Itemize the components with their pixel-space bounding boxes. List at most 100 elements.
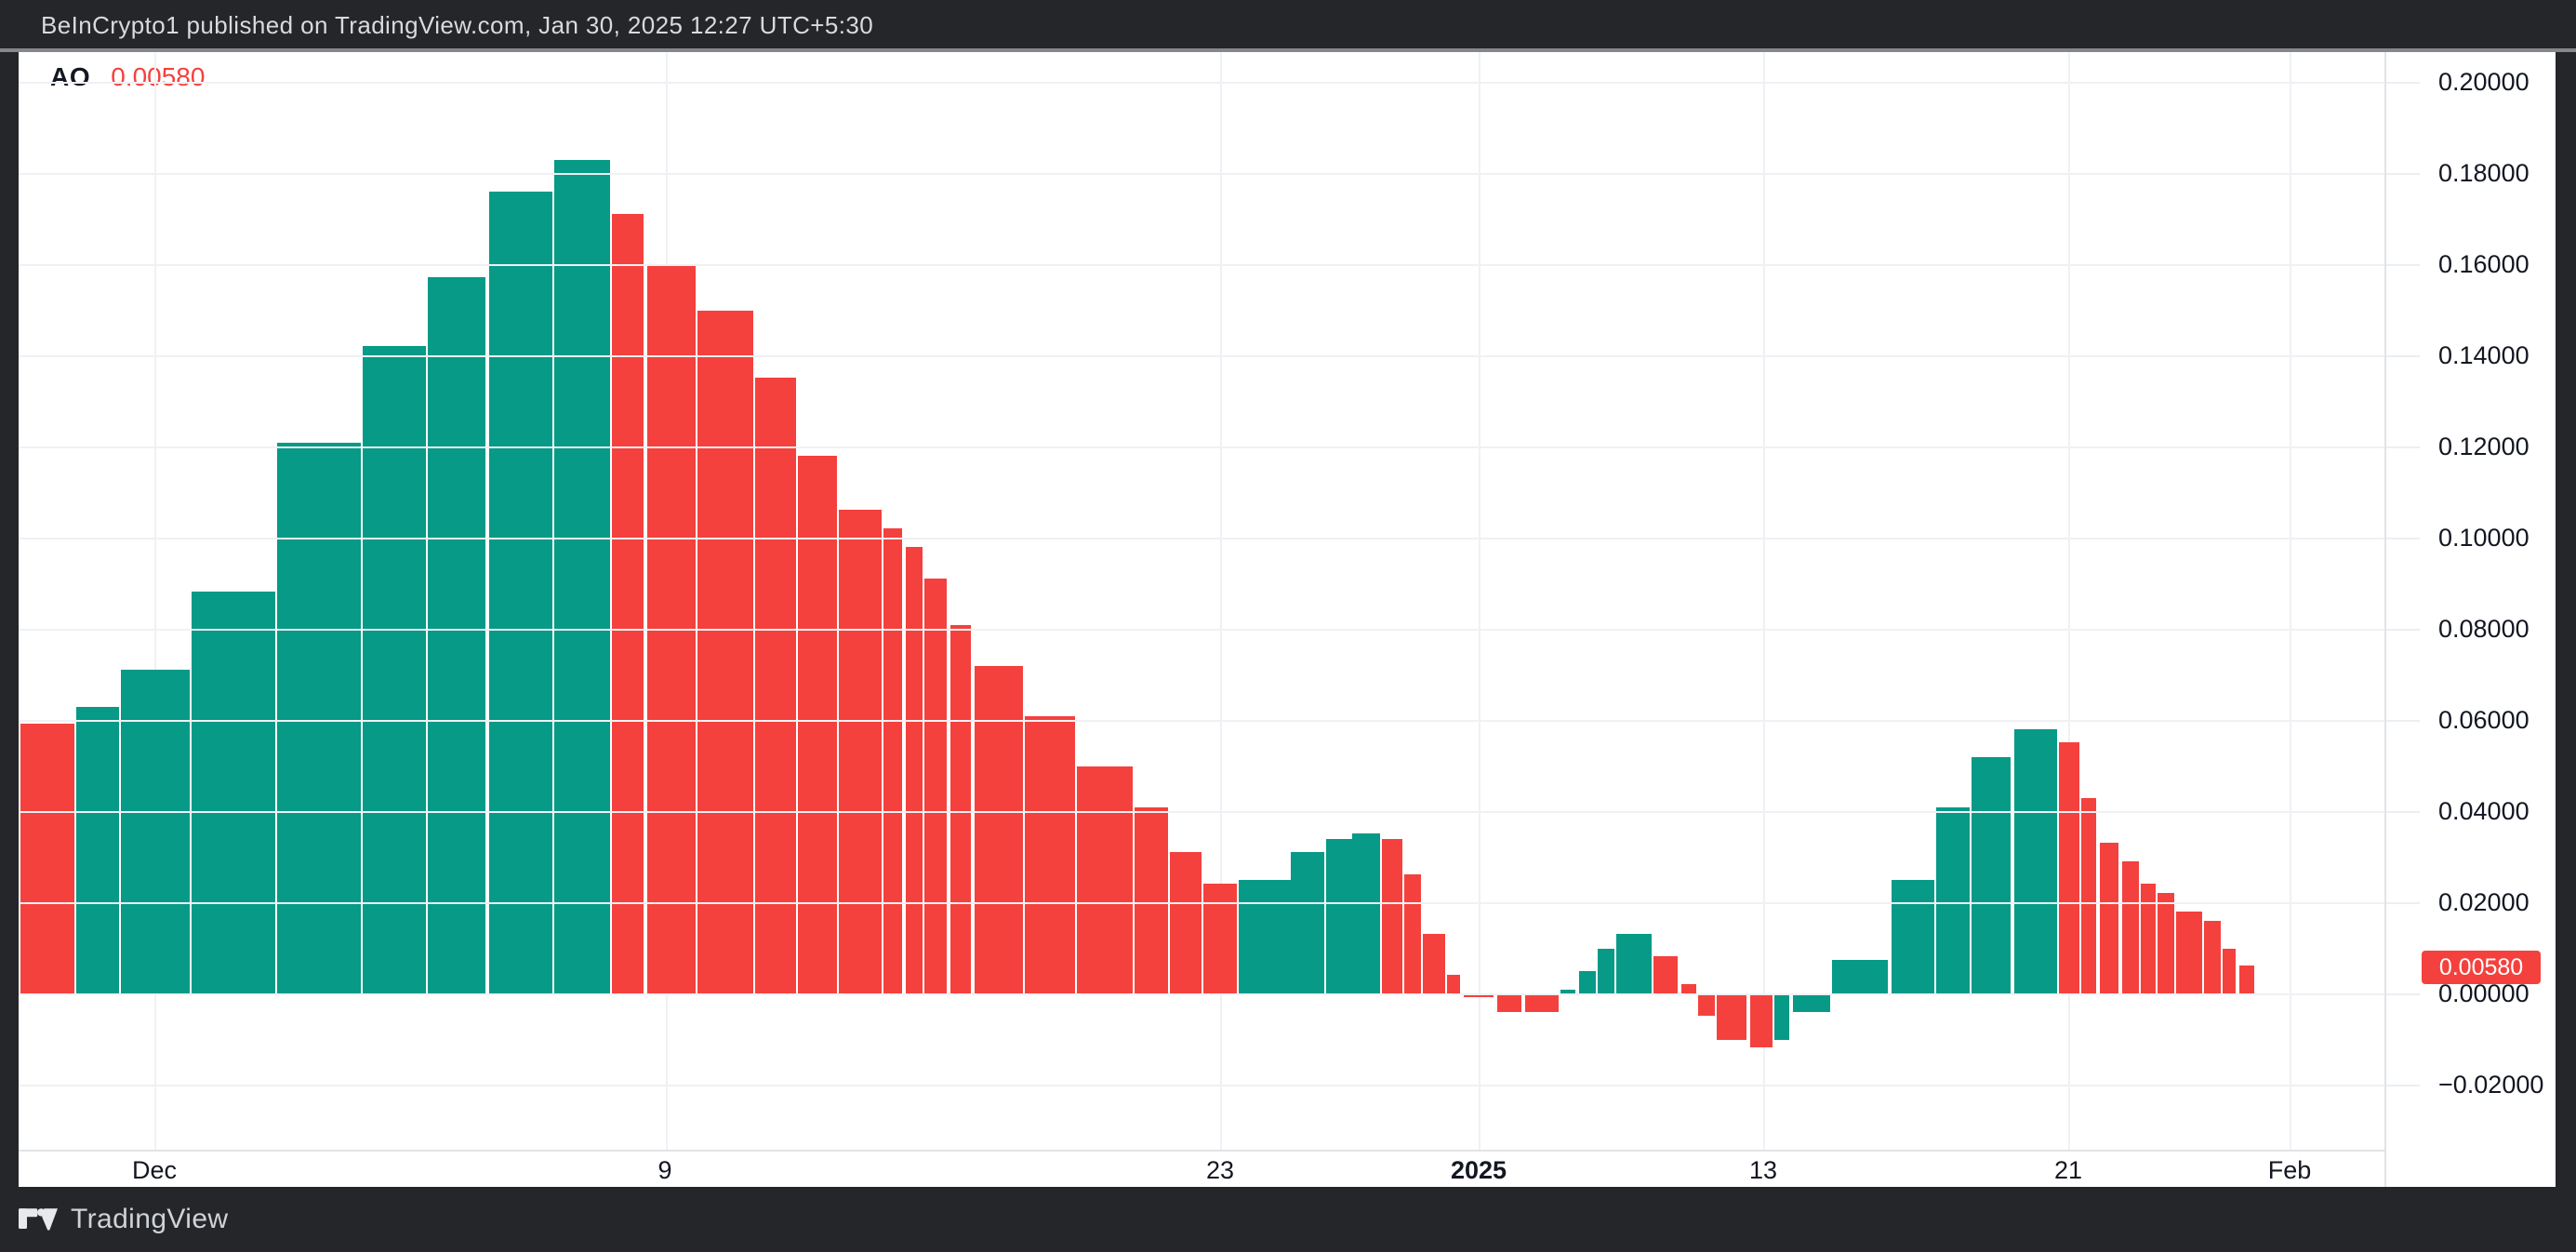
histogram-bar bbox=[1774, 993, 1789, 1039]
time-axis-label: 2025 bbox=[1450, 1155, 1507, 1183]
histogram-bar bbox=[949, 624, 971, 993]
histogram-bar bbox=[1024, 715, 1075, 993]
price-axis-label: 0.02000 bbox=[2438, 888, 2530, 916]
price-axis-label: 0.08000 bbox=[2438, 615, 2530, 643]
indicator-legend: AO 0.00580 bbox=[50, 61, 205, 91]
indicator-name: AO bbox=[50, 61, 91, 91]
chart-region: AO 0.00580 Dec 9 23 2025 13 21 Feb 0.00580 0.2… bbox=[0, 52, 2576, 1187]
histogram-bar bbox=[1653, 956, 1678, 993]
price-gridline bbox=[19, 811, 2384, 813]
price-axis-label: 0.14000 bbox=[2438, 341, 2530, 369]
price-gridline bbox=[19, 720, 2384, 722]
histogram-bar bbox=[1381, 838, 1401, 993]
histogram-bar bbox=[1616, 934, 1652, 993]
histogram-bar bbox=[1423, 934, 1445, 993]
histogram-bar bbox=[1170, 852, 1201, 993]
indicator-value: 0.00580 bbox=[111, 61, 206, 91]
histogram-bar bbox=[883, 528, 902, 993]
histogram-bar bbox=[2121, 860, 2139, 993]
price-gridline bbox=[19, 538, 2384, 539]
price-axis-tick bbox=[2386, 173, 2420, 175]
histogram-bar bbox=[2158, 893, 2173, 993]
histogram-bar bbox=[363, 346, 426, 993]
histogram-bar bbox=[2081, 797, 2096, 993]
histogram-bar bbox=[1403, 874, 1420, 993]
price-axis-tick bbox=[2386, 1085, 2420, 1086]
histogram-bar bbox=[1135, 806, 1168, 993]
plot-area[interactable]: AO 0.00580 Dec 9 23 2025 13 21 Feb bbox=[19, 52, 2384, 1187]
histogram-bar bbox=[1680, 984, 1695, 993]
price-axis-label: 0.04000 bbox=[2438, 797, 2530, 825]
footer-brand-text[interactable]: TradingView bbox=[71, 1204, 229, 1235]
price-axis-tick bbox=[2386, 355, 2420, 357]
histogram-bar bbox=[1352, 833, 1379, 993]
histogram-bar bbox=[1698, 993, 1714, 1017]
time-gridline bbox=[1479, 52, 1481, 1150]
price-axis-tick bbox=[2386, 538, 2420, 539]
time-axis-label: 21 bbox=[2053, 1155, 2083, 1183]
price-axis-label: 0.20000 bbox=[2438, 68, 2530, 96]
histogram-bar bbox=[2203, 920, 2221, 993]
price-axis-label: −0.02000 bbox=[2438, 1071, 2544, 1099]
price-axis-label: 0.12000 bbox=[2438, 433, 2530, 460]
histogram-bar bbox=[488, 191, 551, 993]
histogram-bar bbox=[1239, 879, 1290, 993]
histogram-bar bbox=[1291, 852, 1323, 993]
price-gridline bbox=[19, 446, 2384, 448]
time-axis-label: Feb bbox=[2267, 1155, 2312, 1183]
last-value-badge: 0.00580 bbox=[2422, 950, 2541, 984]
histogram-bar bbox=[1717, 993, 1746, 1039]
histogram-bar bbox=[1496, 993, 1521, 1012]
time-axis-label: 9 bbox=[657, 1155, 672, 1183]
price-gridline bbox=[19, 82, 2384, 84]
histogram-bar bbox=[2175, 911, 2201, 993]
price-axis-tick bbox=[2386, 82, 2420, 84]
histogram-bar bbox=[276, 442, 361, 993]
histogram-bar bbox=[924, 579, 947, 993]
histogram-bar bbox=[612, 214, 644, 993]
histogram-bar bbox=[2058, 742, 2078, 993]
price-gridline bbox=[19, 264, 2384, 266]
histogram-bar bbox=[1560, 989, 1575, 993]
price-axis-tick bbox=[2386, 264, 2420, 266]
histogram-bar bbox=[554, 159, 610, 993]
histogram-bar bbox=[1463, 993, 1494, 998]
price-axis[interactable]: 0.00580 0.20000 0.18000 0.16000 0.14000 0.12… bbox=[2384, 52, 2556, 1187]
histogram-bar bbox=[1524, 993, 1559, 1012]
histogram-bar bbox=[428, 277, 485, 993]
histogram-bar bbox=[2013, 728, 2056, 993]
price-axis-label: 0.16000 bbox=[2438, 250, 2530, 278]
price-axis-tick bbox=[2386, 446, 2420, 448]
histogram-bar bbox=[1077, 766, 1133, 993]
histogram-bar bbox=[1935, 806, 1969, 993]
histogram-bar bbox=[20, 724, 73, 993]
price-gridline bbox=[19, 902, 2384, 904]
left-border-strip bbox=[0, 52, 19, 1187]
histogram-bar bbox=[1202, 884, 1237, 993]
histogram-bar bbox=[1578, 970, 1595, 993]
time-gridline bbox=[2290, 52, 2291, 1150]
price-gridline bbox=[19, 355, 2384, 357]
histogram-bar bbox=[75, 706, 119, 993]
price-axis-tick bbox=[2386, 629, 2420, 631]
histogram-bar bbox=[1891, 879, 1934, 993]
histogram-bar bbox=[974, 665, 1022, 993]
header-bar: BeInCrypto1 published on TradingView.com… bbox=[0, 0, 2576, 52]
published-info-text: BeInCrypto1 published on TradingView.com… bbox=[41, 10, 874, 38]
time-gridline bbox=[2068, 52, 2070, 1150]
price-gridline bbox=[19, 173, 2384, 175]
histogram-bar bbox=[1325, 838, 1351, 993]
tradingview-logo-icon[interactable] bbox=[19, 1205, 58, 1234]
histogram-bar bbox=[2238, 966, 2253, 993]
time-axis-label: 13 bbox=[1748, 1155, 1778, 1183]
histogram-bar bbox=[1792, 993, 1829, 1012]
price-axis-label: 0.10000 bbox=[2438, 524, 2530, 552]
price-axis-label: 0.00000 bbox=[2438, 979, 2530, 1007]
price-gridline bbox=[19, 629, 2384, 631]
histogram-bar bbox=[2223, 948, 2236, 993]
time-gridline bbox=[154, 52, 156, 1150]
histogram-bar bbox=[697, 310, 752, 993]
histogram-bar bbox=[1971, 756, 2011, 993]
time-axis[interactable]: Dec 9 23 2025 13 21 Feb bbox=[19, 1150, 2384, 1187]
